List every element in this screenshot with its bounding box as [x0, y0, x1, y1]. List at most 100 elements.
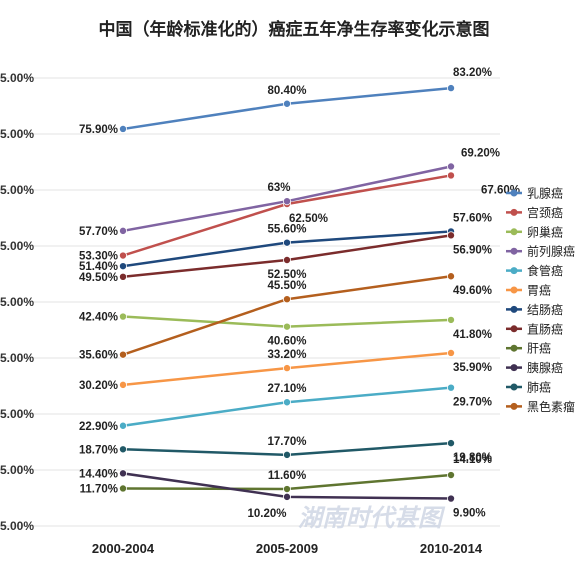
data-point — [282, 255, 291, 264]
data-label-layer: 75.90%80.40%83.20%53.30%62.50%67.60%42.4… — [79, 67, 520, 520]
data-label: 35.90% — [453, 362, 492, 374]
data-label: 40.60% — [267, 336, 306, 348]
x-tick-label: 2010-2014 — [420, 541, 483, 556]
data-point — [119, 312, 128, 321]
data-point — [446, 272, 455, 281]
legend-swatch-marker — [510, 305, 518, 313]
series-11 — [119, 439, 455, 459]
data-label: 53.30% — [79, 251, 118, 263]
data-point — [119, 124, 128, 133]
data-label: 9.90% — [453, 508, 486, 520]
legend-label: 乳腺癌 — [527, 186, 563, 201]
data-label: 41.80% — [453, 329, 492, 341]
data-label: 69.20% — [461, 147, 500, 159]
data-label: 52.50% — [267, 269, 306, 281]
data-label: 17.70% — [267, 436, 306, 448]
data-point — [446, 471, 455, 480]
legend-label: 肺癌 — [527, 380, 551, 395]
legend-item: 肺癌 — [506, 380, 551, 395]
y-tick-label: 5.00% — [0, 407, 34, 421]
data-point — [446, 348, 455, 357]
legend-swatch-marker — [510, 286, 518, 294]
series-layer — [119, 84, 455, 503]
data-point — [119, 445, 128, 454]
data-point — [446, 494, 455, 503]
y-tick-label: 5.00% — [0, 295, 34, 309]
data-point — [119, 226, 128, 235]
data-point — [119, 484, 128, 493]
x-axis-ticks: 2000-2004 2005-2009 2010-2014 — [92, 541, 483, 556]
data-point — [119, 350, 128, 359]
legend-item: 卵巢癌 — [506, 224, 563, 239]
series-12 — [119, 272, 455, 359]
grid-layer — [0, 77, 500, 527]
legend-swatch-marker — [510, 267, 518, 275]
series-4 — [119, 162, 455, 235]
y-axis-ticks: 5.00% 5.00% 5.00% 5.00% 5.00% 5.00% 5.00% 5.00%… — [0, 71, 34, 533]
legend-swatch-marker — [510, 402, 518, 410]
data-label: 51.40% — [79, 261, 118, 273]
legend-swatch-marker — [510, 228, 518, 236]
legend-item: 乳腺癌 — [506, 186, 563, 201]
data-point — [119, 251, 128, 260]
series-1 — [119, 84, 455, 133]
legend-swatch-marker — [510, 189, 518, 197]
series-8 — [119, 231, 455, 281]
legend-swatch-marker — [510, 247, 518, 255]
x-tick-label: 2005-2009 — [256, 541, 318, 556]
data-point — [282, 398, 291, 407]
legend-label: 肝癌 — [527, 341, 551, 356]
data-label: 14.10% — [453, 454, 492, 466]
legend-item: 食管癌 — [506, 263, 563, 278]
legend-swatch-marker — [510, 344, 518, 352]
legend-swatch-marker — [510, 325, 518, 333]
legend-item: 黑色素瘤 — [506, 399, 575, 414]
legend-label: 黑色素瘤 — [527, 399, 575, 414]
chart-title: 中国（年龄标准化的）癌症五年净生存率变化示意图 — [99, 19, 490, 39]
data-point — [282, 322, 291, 331]
data-point — [119, 380, 128, 389]
data-point — [282, 450, 291, 459]
data-point — [446, 84, 455, 93]
data-label: 11.60% — [268, 470, 306, 482]
data-label: 22.90% — [79, 421, 118, 433]
data-label: 63% — [267, 182, 290, 194]
legend-label: 宫颈癌 — [527, 205, 563, 220]
data-point — [282, 197, 291, 206]
legend-item: 前列腺癌 — [506, 244, 575, 259]
legend-item: 肝癌 — [506, 341, 551, 356]
data-label: 14.40% — [79, 468, 118, 480]
data-point — [119, 262, 128, 271]
data-point — [446, 171, 455, 180]
data-point — [282, 364, 291, 373]
data-point — [446, 231, 455, 240]
series-6 — [119, 348, 455, 389]
data-label: 45.50% — [267, 280, 306, 292]
data-label: 19.80% — [453, 452, 492, 464]
series-10 — [119, 469, 455, 503]
data-point — [119, 469, 128, 478]
data-point — [282, 238, 291, 247]
data-label: 62.50% — [289, 213, 328, 225]
data-point — [282, 99, 291, 108]
data-label: 49.60% — [453, 285, 492, 297]
data-point — [446, 439, 455, 448]
data-label: 49.50% — [79, 272, 118, 284]
data-label: 10.20% — [247, 508, 286, 520]
legend-item: 胰腺癌 — [506, 360, 563, 375]
y-tick-label: 5.00% — [0, 351, 34, 365]
data-label: 80.40% — [267, 85, 306, 97]
legend-label: 胃癌 — [527, 283, 551, 298]
legend-item: 宫颈癌 — [506, 205, 563, 220]
data-point — [282, 295, 291, 304]
legend-swatch-marker — [510, 383, 518, 391]
legend-label: 卵巢癌 — [527, 224, 563, 239]
data-label: 33.20% — [267, 349, 306, 361]
series-9 — [119, 471, 455, 494]
data-label: 35.60% — [79, 350, 118, 362]
data-label: 57.60% — [453, 212, 492, 224]
data-label: 11.70% — [80, 483, 118, 495]
legend-item: 直肠癌 — [506, 321, 563, 336]
